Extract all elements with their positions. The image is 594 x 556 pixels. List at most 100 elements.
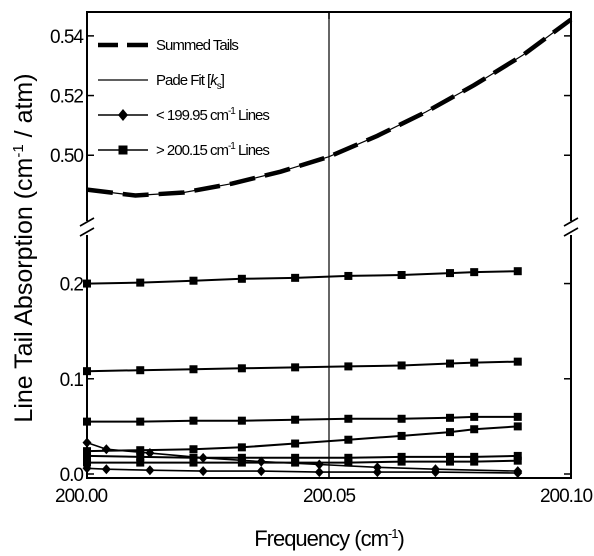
legend-label-low-lines-text: < 199.95 cm xyxy=(156,107,228,124)
square-marker xyxy=(189,453,198,462)
square-marker xyxy=(344,362,353,371)
high-lines-series-line xyxy=(86,270,518,285)
diamond-marker xyxy=(82,463,92,474)
square-marker xyxy=(344,435,353,444)
square-marker xyxy=(446,457,454,466)
diamond-marker xyxy=(198,452,208,463)
high-lines-series-line xyxy=(86,454,518,459)
axis-break-mark-left xyxy=(79,217,95,227)
axis-break-mark-left xyxy=(79,227,95,237)
legend-label-pade-fit: Pade Fit [ks] xyxy=(156,72,225,92)
square-marker xyxy=(83,367,91,376)
square-marker xyxy=(513,267,522,276)
y-axis-title: Line Tail Absorption (cm-1 / atm) xyxy=(10,73,38,422)
square-marker xyxy=(397,361,406,370)
square-marker xyxy=(470,358,479,367)
square-marker xyxy=(446,269,454,278)
square-marker xyxy=(513,357,522,366)
square-marker xyxy=(136,278,145,287)
diamond-marker xyxy=(513,468,523,479)
x-axis-title-main: Frequency (cm xyxy=(254,526,388,551)
diamond-marker xyxy=(145,448,155,459)
diamond-marker xyxy=(314,467,324,478)
square-marker xyxy=(291,273,300,282)
square-marker xyxy=(136,417,145,426)
axis-break-layer xyxy=(79,217,579,237)
high-lines-series-line xyxy=(86,360,518,373)
legend-label-pade-fit-end: ] xyxy=(221,72,225,89)
square-marker xyxy=(470,452,479,461)
diamond-marker xyxy=(256,456,266,467)
square-marker xyxy=(513,412,522,421)
y-tick-label: 0.52 xyxy=(50,87,83,108)
legend-label-summed-tails: Summed Tails xyxy=(156,37,238,54)
x-tick-label: 200.00 xyxy=(55,486,108,507)
square-marker xyxy=(291,363,300,372)
square-marker xyxy=(237,443,246,452)
legend-label-low-lines: < 199.95 cm-1 Lines xyxy=(156,106,269,124)
x-axis-title: Frequency (cm-1) xyxy=(254,526,404,551)
legend-square-marker xyxy=(118,145,128,155)
legend-label-low-lines-end: Lines xyxy=(235,107,270,124)
axis-break-mark-right xyxy=(563,217,579,227)
high-lines-series-line xyxy=(86,425,518,453)
square-marker xyxy=(513,451,522,460)
square-marker xyxy=(344,458,353,467)
square-marker xyxy=(291,453,300,462)
square-marker xyxy=(397,431,406,440)
square-marker xyxy=(83,417,91,426)
square-marker xyxy=(237,274,246,283)
legend-label-pade-fit-subscript: s xyxy=(217,81,222,92)
square-marker xyxy=(513,422,522,431)
square-marker xyxy=(470,425,479,434)
square-marker xyxy=(397,414,406,423)
legend-label-high-lines-superscript: -1 xyxy=(228,141,236,152)
square-marker xyxy=(446,413,454,422)
high-lines-series-line xyxy=(87,415,518,423)
diamond-marker xyxy=(101,464,111,475)
square-marker xyxy=(344,271,353,280)
y-tick-label: 0.2 xyxy=(60,275,84,296)
legend-label-pade-fit-italic: k xyxy=(210,72,219,89)
legend-label-pade-fit-text: Pade Fit [ xyxy=(156,72,212,89)
square-marker xyxy=(470,268,479,277)
square-marker xyxy=(513,456,522,465)
y-axis-title-superscript: -1 xyxy=(10,144,27,157)
diamond-marker xyxy=(256,466,266,477)
summed-tails-line xyxy=(86,17,573,198)
y-axis-title-main: Line Tail Absorption (cm xyxy=(10,158,38,423)
y-tick-label: 0.0 xyxy=(60,465,84,486)
square-marker xyxy=(189,458,198,467)
diamond-marker xyxy=(314,459,324,470)
square-marker xyxy=(83,451,91,460)
y-tick-label: 0.54 xyxy=(50,27,84,48)
square-marker xyxy=(189,276,198,285)
square-marker xyxy=(189,445,198,454)
square-marker xyxy=(446,359,454,368)
square-marker xyxy=(136,446,145,455)
square-marker xyxy=(446,452,454,461)
square-marker xyxy=(344,414,353,423)
square-marker xyxy=(291,415,300,424)
square-marker xyxy=(83,447,91,456)
square-marker xyxy=(446,428,454,437)
square-marker xyxy=(397,452,406,461)
square-marker xyxy=(397,270,406,279)
x-axis-title-end: ) xyxy=(397,526,403,551)
square-marker xyxy=(136,452,145,461)
diamond-marker xyxy=(101,444,111,455)
y-tick-label: 0.1 xyxy=(60,370,84,391)
legend-label-high-lines-end: Lines xyxy=(235,142,270,159)
square-marker xyxy=(237,364,246,373)
series-layer xyxy=(82,17,573,479)
square-marker xyxy=(237,458,246,467)
square-marker xyxy=(136,366,145,375)
square-marker xyxy=(83,458,91,467)
legend-label-high-lines-text: > 200.15 cm xyxy=(156,142,228,159)
legend-diamond-marker xyxy=(118,109,128,121)
diamond-marker xyxy=(198,466,208,477)
square-marker xyxy=(189,365,198,374)
legend-label-high-lines: > 200.15 cm-1 Lines xyxy=(156,141,269,159)
